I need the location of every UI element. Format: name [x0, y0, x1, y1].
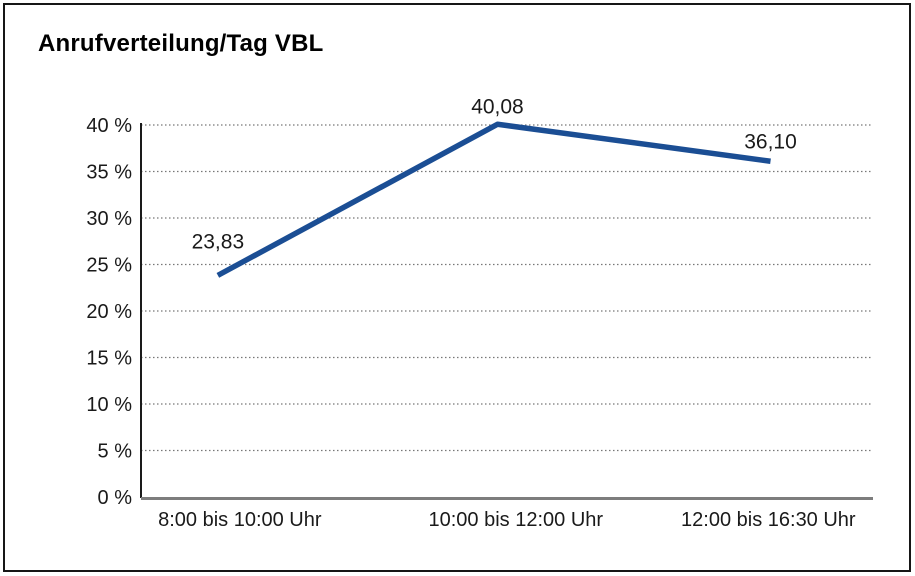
x-axis-category-label: 10:00 bis 12:00 Uhr: [429, 509, 604, 531]
y-axis-tick-label: 5 %: [98, 441, 133, 463]
y-axis-tick-label: 10 %: [86, 394, 132, 416]
y-axis-tick-label: 15 %: [86, 348, 132, 370]
x-axis-category-label: 8:00 bis 10:00 Uhr: [158, 509, 322, 531]
y-axis-tick-label: 25 %: [86, 255, 132, 277]
y-axis-tick-label: 30 %: [86, 208, 132, 230]
data-point-label: 23,83: [192, 230, 245, 253]
x-axis-category-label: 12:00 bis 16:30 Uhr: [681, 509, 856, 531]
y-axis-tick-label: 40 %: [86, 115, 132, 137]
y-axis-tick-label: 20 %: [86, 301, 132, 323]
chart-frame-border: [3, 3, 911, 572]
y-axis-tick-label: 35 %: [86, 162, 132, 184]
y-axis-tick-label: 0 %: [98, 487, 133, 509]
data-point-label: 36,10: [744, 130, 797, 153]
data-point-label: 40,08: [471, 95, 524, 118]
data-line: [216, 121, 771, 278]
chart-title: Anrufverteilung/Tag VBL: [38, 30, 324, 57]
